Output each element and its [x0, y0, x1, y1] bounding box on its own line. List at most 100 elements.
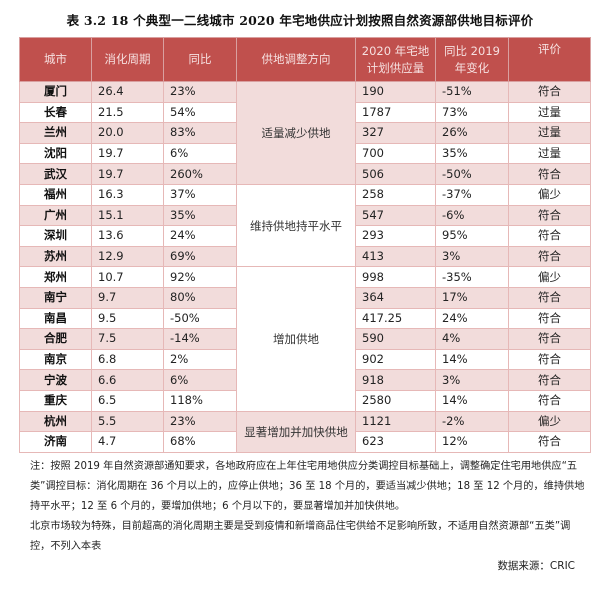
cell-change: -35% — [435, 266, 509, 288]
cell-yoy: 118% — [163, 389, 237, 412]
cell-cycle: 7.5 — [91, 328, 164, 350]
table-row: 合肥 7.5 -14% 590 4% 符合 — [19, 328, 591, 350]
table-row: 广州 15.1 35% 547 -6% 符合 — [19, 204, 591, 227]
cell-supply: 918 — [355, 369, 436, 391]
table-row: 郑州 10.7 92% 增加供地 998 -35% 偏少 — [19, 266, 591, 412]
header-change: 同比 2019 年变化 — [435, 37, 509, 82]
cell-supply: 327 — [355, 122, 436, 144]
cell-yoy: 2% — [163, 348, 237, 371]
cell-eval: 符合 — [508, 389, 591, 412]
cell-direction: 显著增加并加快供地 — [236, 410, 356, 453]
cell-cycle: 4.7 — [91, 431, 164, 453]
cell-yoy: 35% — [163, 204, 237, 227]
cell-cycle: 6.6 — [91, 369, 164, 391]
cell-yoy: 83% — [163, 122, 237, 144]
cell-change: -6% — [435, 204, 509, 227]
cell-change: 14% — [435, 389, 509, 412]
cell-cycle: 15.1 — [91, 204, 164, 227]
cell-change: 26% — [435, 122, 509, 144]
cell-change: 24% — [435, 307, 509, 330]
notes: 注：按照 2019 年自然资源部通知要求，各地政府应在上年住宅用地供应分类调控目… — [30, 457, 585, 557]
table-row: 深圳 13.6 24% 293 95% 符合 — [19, 225, 591, 247]
cell-yoy: 54% — [163, 101, 237, 124]
header-direction: 供地调整方向 — [236, 37, 356, 82]
cell-city: 深圳 — [19, 225, 92, 247]
cell-city: 厦门 — [19, 81, 92, 103]
cell-eval: 符合 — [508, 204, 591, 227]
cell-change: 12% — [435, 431, 509, 453]
cell-change: -2% — [435, 410, 509, 433]
header-change-line1: 同比 2019 — [444, 43, 500, 58]
cell-eval: 符合 — [508, 225, 591, 247]
cell-cycle: 6.5 — [91, 389, 164, 412]
cell-yoy: -14% — [163, 328, 237, 350]
table-header-row: 城市 消化周期 同比 供地调整方向 2020 年宅地 计划供应量 同比 2019 年… — [19, 37, 591, 82]
cell-cycle: 20.0 — [91, 122, 164, 144]
cell-city: 兰州 — [19, 122, 92, 144]
cell-yoy: 6% — [163, 369, 237, 391]
cell-change: -51% — [435, 81, 509, 103]
cell-cycle: 19.7 — [91, 163, 164, 185]
table-row: 济南 4.7 68% 623 12% 符合 — [19, 431, 591, 453]
note-beijing: 北京市场较为特殊，目前超高的消化周期主要是受到疫情和新增商品住宅供给不足影响所致… — [30, 521, 571, 552]
city-evaluation-table: 城市 消化周期 同比 供地调整方向 2020 年宅地 计划供应量 同比 2019 年… — [19, 37, 591, 453]
header-yoy: 同比 — [163, 37, 237, 82]
header-supply: 2020 年宅地 计划供应量 — [355, 37, 436, 82]
cell-supply: 2580 — [355, 389, 436, 412]
table-row: 杭州 5.5 23% 显著增加并加快供地 1121 -2% 偏少 — [19, 410, 591, 453]
cell-cycle: 9.7 — [91, 286, 164, 309]
table-row: 沈阳 19.7 6% 700 35% 过量 — [19, 142, 591, 165]
cell-supply: 413 — [355, 245, 436, 268]
cell-eval: 过量 — [508, 122, 591, 144]
cell-cycle: 19.7 — [91, 142, 164, 165]
cell-change: 95% — [435, 225, 509, 247]
cell-supply: 700 — [355, 142, 436, 165]
cell-yoy: 23% — [163, 81, 237, 103]
cell-change: 35% — [435, 142, 509, 165]
cell-cycle: 13.6 — [91, 225, 164, 247]
cell-supply: 258 — [355, 183, 436, 206]
cell-yoy: 69% — [163, 245, 237, 268]
cell-change: 3% — [435, 245, 509, 268]
cell-eval: 符合 — [508, 286, 591, 309]
cell-eval: 过量 — [508, 101, 591, 124]
cell-yoy: 92% — [163, 266, 237, 288]
note-policy: 注：按照 2019 年自然资源部通知要求，各地政府应在上年住宅用地供应分类调控目… — [30, 461, 585, 512]
cell-supply: 547 — [355, 204, 436, 227]
header-eval: 评价 — [508, 37, 591, 82]
cell-change: -37% — [435, 183, 509, 206]
cell-yoy: -50% — [163, 307, 237, 330]
cell-supply: 364 — [355, 286, 436, 309]
cell-yoy: 24% — [163, 225, 237, 247]
cell-direction: 适量减少供地 — [236, 81, 356, 185]
cell-city: 广州 — [19, 204, 92, 227]
cell-city: 南昌 — [19, 307, 92, 330]
cell-supply: 1121 — [355, 410, 436, 433]
cell-supply: 293 — [355, 225, 436, 247]
cell-cycle: 5.5 — [91, 410, 164, 433]
cell-yoy: 23% — [163, 410, 237, 433]
cell-city: 长春 — [19, 101, 92, 124]
cell-eval: 符合 — [508, 245, 591, 268]
cell-eval: 符合 — [508, 369, 591, 391]
cell-eval: 符合 — [508, 348, 591, 371]
cell-supply: 506 — [355, 163, 436, 185]
header-supply-line2: 计划供应量 — [366, 60, 425, 75]
cell-cycle: 21.5 — [91, 101, 164, 124]
cell-eval: 符合 — [508, 328, 591, 350]
cell-city: 济南 — [19, 431, 92, 453]
header-city: 城市 — [19, 37, 92, 82]
cell-supply: 902 — [355, 348, 436, 371]
cell-eval: 符合 — [508, 163, 591, 185]
cell-supply: 417.25 — [355, 307, 436, 330]
cell-change: 4% — [435, 328, 509, 350]
cell-city: 重庆 — [19, 389, 92, 412]
table-row: 宁波 6.6 6% 918 3% 符合 — [19, 369, 591, 391]
header-supply-line1: 2020 年宅地 — [361, 43, 430, 58]
cell-yoy: 37% — [163, 183, 237, 206]
cell-city: 福州 — [19, 183, 92, 206]
cell-city: 杭州 — [19, 410, 92, 433]
cell-supply: 998 — [355, 266, 436, 288]
cell-change: 14% — [435, 348, 509, 371]
table-row: 南昌 9.5 -50% 417.25 24% 符合 — [19, 307, 591, 330]
